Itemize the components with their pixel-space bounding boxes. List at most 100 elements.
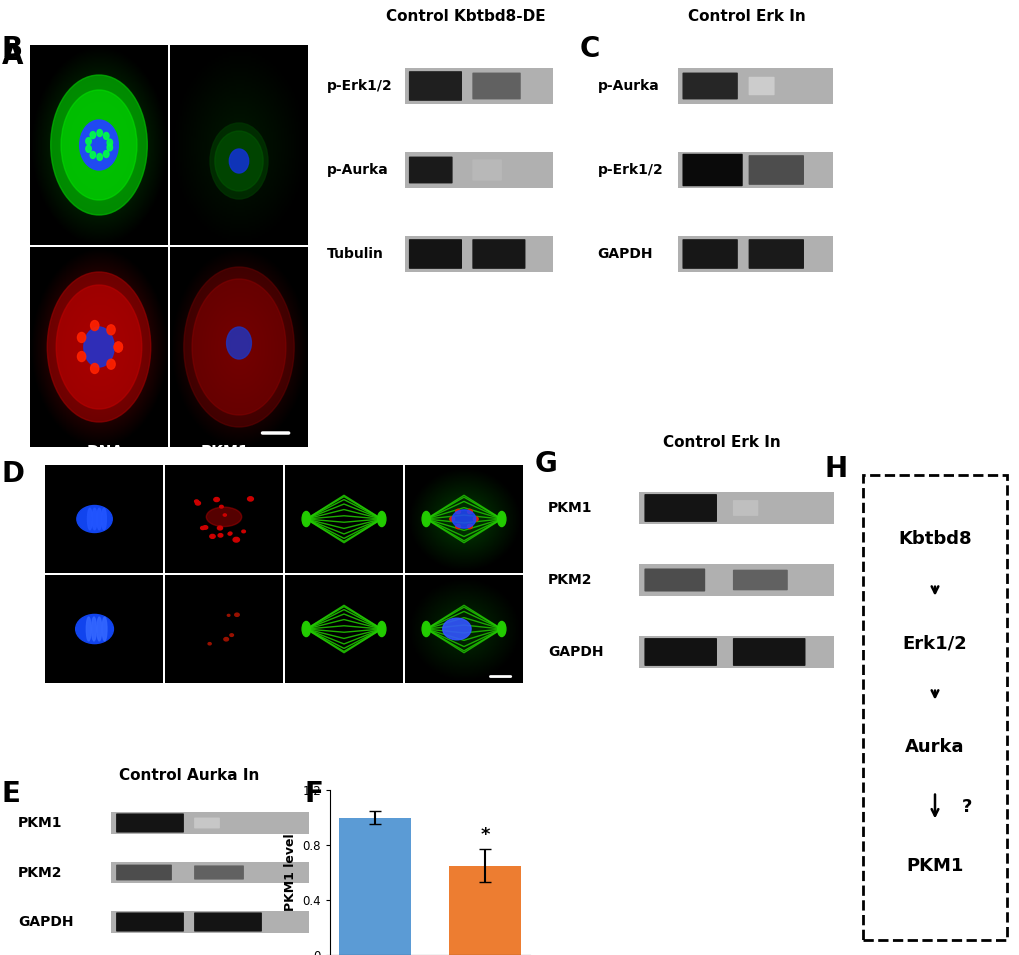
Bar	[448, 865, 521, 955]
Text: Erk1/2: Erk1/2	[902, 634, 966, 652]
Ellipse shape	[217, 526, 222, 530]
Ellipse shape	[103, 133, 109, 139]
Ellipse shape	[76, 505, 112, 533]
Ellipse shape	[497, 512, 505, 526]
Ellipse shape	[208, 643, 211, 645]
Ellipse shape	[97, 617, 102, 641]
FancyBboxPatch shape	[194, 912, 262, 931]
Ellipse shape	[467, 509, 472, 514]
Y-axis label: PKM1 level: PKM1 level	[283, 834, 297, 911]
Text: Control: Control	[68, 25, 131, 40]
Text: H: H	[824, 455, 847, 483]
FancyBboxPatch shape	[682, 73, 737, 99]
Bar	[639, 636, 834, 668]
Text: Aurka: Aurka	[905, 738, 964, 756]
Text: Control Kbtbd8-DE: Control Kbtbd8-DE	[386, 10, 545, 25]
Ellipse shape	[228, 532, 231, 535]
Text: p-Aurka: p-Aurka	[11, 317, 25, 379]
Text: E: E	[2, 780, 20, 808]
Bar	[678, 152, 832, 188]
FancyBboxPatch shape	[409, 239, 462, 269]
Ellipse shape	[229, 149, 249, 173]
Text: B: B	[2, 35, 23, 63]
FancyBboxPatch shape	[409, 157, 452, 183]
Ellipse shape	[86, 145, 92, 153]
FancyBboxPatch shape	[194, 817, 220, 828]
Bar	[405, 152, 552, 188]
Text: F: F	[305, 780, 324, 808]
Ellipse shape	[233, 538, 239, 542]
FancyBboxPatch shape	[733, 570, 787, 590]
FancyBboxPatch shape	[733, 500, 757, 516]
Ellipse shape	[107, 139, 112, 146]
Ellipse shape	[497, 622, 505, 637]
Ellipse shape	[103, 151, 109, 158]
Bar	[111, 861, 309, 883]
Ellipse shape	[56, 285, 142, 409]
Ellipse shape	[223, 514, 226, 516]
Ellipse shape	[201, 526, 205, 529]
Bar	[678, 236, 832, 272]
Ellipse shape	[92, 508, 97, 530]
Ellipse shape	[377, 512, 385, 526]
Ellipse shape	[107, 144, 112, 151]
Text: PKM1: PKM1	[18, 816, 62, 830]
Ellipse shape	[77, 351, 86, 362]
FancyBboxPatch shape	[862, 475, 1006, 940]
Ellipse shape	[183, 267, 293, 427]
FancyBboxPatch shape	[733, 638, 805, 666]
Ellipse shape	[97, 154, 102, 160]
Ellipse shape	[88, 508, 92, 530]
Text: p-Aurka: p-Aurka	[327, 163, 388, 177]
FancyBboxPatch shape	[472, 239, 525, 269]
Ellipse shape	[102, 617, 107, 641]
Ellipse shape	[47, 272, 151, 422]
Text: PKM2: PKM2	[547, 573, 592, 587]
Text: Control Erk In: Control Erk In	[688, 10, 805, 25]
Text: Kbtbd8-DE: Kbtbd8-DE	[194, 25, 285, 40]
Ellipse shape	[210, 123, 268, 199]
Text: C: C	[580, 35, 600, 63]
Ellipse shape	[228, 533, 231, 535]
Bar	[639, 493, 834, 523]
Text: Merge: Merge	[437, 445, 491, 460]
FancyBboxPatch shape	[682, 239, 737, 269]
Ellipse shape	[61, 90, 137, 200]
Text: Control Aurka In: Control Aurka In	[118, 769, 259, 783]
Ellipse shape	[114, 342, 122, 352]
Text: G: G	[535, 450, 557, 478]
Ellipse shape	[377, 622, 385, 637]
Text: PKM1: PKM1	[201, 445, 249, 460]
Ellipse shape	[248, 497, 253, 501]
Bar	[678, 68, 832, 104]
FancyBboxPatch shape	[748, 76, 773, 96]
FancyBboxPatch shape	[472, 73, 521, 99]
Bar	[111, 911, 309, 933]
Ellipse shape	[422, 622, 430, 637]
Ellipse shape	[91, 321, 99, 330]
Ellipse shape	[77, 332, 86, 343]
Text: GAPDH: GAPDH	[597, 247, 652, 261]
Ellipse shape	[203, 525, 208, 529]
Ellipse shape	[215, 131, 263, 191]
Ellipse shape	[196, 501, 201, 505]
Ellipse shape	[87, 617, 91, 641]
Ellipse shape	[214, 498, 219, 501]
Ellipse shape	[210, 535, 215, 539]
Ellipse shape	[242, 530, 246, 533]
Text: PKM1: PKM1	[906, 857, 963, 875]
Text: GAPDH: GAPDH	[18, 915, 73, 929]
Text: Tubulin: Tubulin	[314, 445, 376, 460]
Text: PKM1: PKM1	[547, 501, 592, 515]
Ellipse shape	[302, 622, 310, 637]
Ellipse shape	[422, 512, 430, 526]
Text: PKM2: PKM2	[18, 865, 62, 880]
Ellipse shape	[227, 614, 229, 616]
FancyBboxPatch shape	[682, 154, 742, 186]
Text: GAPDH: GAPDH	[547, 645, 603, 659]
Text: Tubulin: Tubulin	[327, 247, 384, 261]
Ellipse shape	[102, 508, 106, 530]
Ellipse shape	[90, 132, 96, 138]
FancyBboxPatch shape	[409, 72, 462, 101]
Ellipse shape	[302, 512, 310, 526]
